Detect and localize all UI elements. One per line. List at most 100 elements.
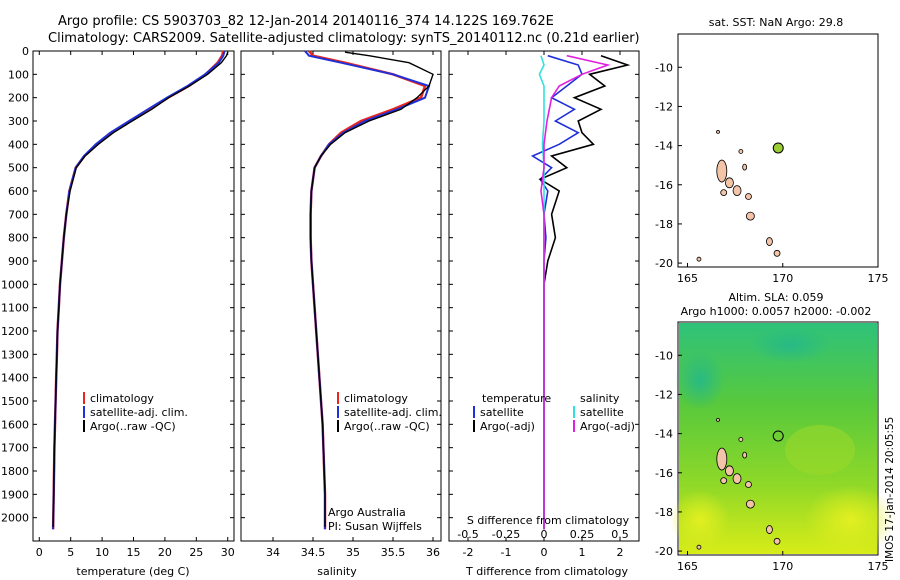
map-x-tick-label: 165 bbox=[677, 272, 698, 285]
map-sla-title: Altim. SLA: 0.059 bbox=[728, 291, 823, 304]
y-tick-label: 1800 bbox=[1, 465, 29, 478]
map-x-tick-label: 175 bbox=[868, 272, 889, 285]
legend-item: satellite-adj. clim. bbox=[90, 406, 188, 419]
y-tick-label: 300 bbox=[8, 115, 29, 128]
map-y-tick-label: -12 bbox=[655, 100, 673, 113]
y-tick-label: 1600 bbox=[1, 418, 29, 431]
legend-item: Argo(-adj) bbox=[580, 420, 635, 433]
x2-tick-label: 0.25 bbox=[570, 528, 595, 541]
x-tick-label: 2 bbox=[617, 546, 624, 559]
panel-temperature-frame bbox=[32, 50, 235, 542]
legend-item: satellite bbox=[580, 406, 624, 419]
legend-title-temperature: temperature bbox=[482, 392, 551, 405]
map-sla-subtitle: Argo h1000: 0.0057 h2000: -0.002 bbox=[681, 305, 872, 318]
x-axis-label-temperature: temperature (deg C) bbox=[76, 565, 189, 578]
map-sst-frame bbox=[677, 33, 879, 268]
sla-field bbox=[670, 323, 895, 555]
map-sla-frame bbox=[677, 321, 879, 556]
map-y-tick-label: -12 bbox=[655, 388, 673, 401]
x-tick-label: 34 bbox=[266, 546, 280, 559]
institution-note: Argo Australia bbox=[328, 506, 406, 519]
y-tick-label: 2000 bbox=[1, 512, 29, 525]
map-y-tick-label: -20 bbox=[655, 257, 673, 270]
x-tick-label: 34.5 bbox=[301, 546, 326, 559]
x-axis-label-t-difference: T difference from climatology bbox=[465, 565, 628, 578]
map-x-tick-label: 175 bbox=[868, 560, 889, 573]
y-tick-label: 0 bbox=[22, 45, 29, 58]
y-tick-label: 1500 bbox=[1, 395, 29, 408]
y-tick-label: 1700 bbox=[1, 442, 29, 455]
x2-tick-label: 0.5 bbox=[611, 528, 629, 541]
y-tick-label: 500 bbox=[8, 162, 29, 175]
legend-difference: temperature salinity satellite Argo(-adj… bbox=[473, 392, 635, 433]
island bbox=[745, 481, 752, 488]
x-tick-label: 1 bbox=[579, 546, 586, 559]
x-tick-label: 35 bbox=[346, 546, 360, 559]
series-line-temperature-satellite bbox=[530, 54, 583, 530]
y-tick-label: 1000 bbox=[1, 278, 29, 291]
island bbox=[773, 537, 781, 545]
x-tick-label: 0 bbox=[36, 546, 43, 559]
x2-tick-label: -0.25 bbox=[492, 528, 520, 541]
series-line-salinity-argo-adj- bbox=[540, 54, 611, 530]
x-tick-label: 36 bbox=[426, 546, 440, 559]
x-tick-label: 20 bbox=[158, 546, 172, 559]
panel-salinity-frame bbox=[240, 50, 442, 542]
island bbox=[732, 185, 742, 197]
map-y-tick-label: -10 bbox=[655, 349, 673, 362]
x2-tick-label: 0 bbox=[541, 528, 548, 541]
island bbox=[720, 477, 728, 484]
figure-title-line1: Argo profile: CS 5903703_82 12-Jan-2014 … bbox=[58, 14, 554, 29]
y-tick-label: 1900 bbox=[1, 488, 29, 501]
series-line-satellite-adj-clim- bbox=[52, 50, 226, 530]
map-y-tick-label: -14 bbox=[655, 428, 673, 441]
y-tick-label: 1200 bbox=[1, 325, 29, 338]
map-y-tick-label: -16 bbox=[655, 467, 673, 480]
map-x-tick-label: 165 bbox=[677, 560, 698, 573]
x-tick-label: 15 bbox=[127, 546, 141, 559]
island bbox=[745, 193, 752, 200]
legend-temperature: climatology satellite-adj. clim. Argo(..… bbox=[83, 392, 188, 433]
island bbox=[725, 465, 734, 477]
y-tick-label: 100 bbox=[8, 68, 29, 81]
figure-title-line2: Climatology: CARS2009. Satellite-adjuste… bbox=[48, 31, 640, 46]
y-tick-label: 900 bbox=[8, 255, 29, 268]
map-y-tick-label: -20 bbox=[655, 545, 673, 558]
x-tick-label: 10 bbox=[95, 546, 109, 559]
map-y-tick-label: -14 bbox=[655, 140, 673, 153]
island bbox=[696, 544, 702, 550]
x-tick-label: -1 bbox=[501, 546, 512, 559]
map-x-tick-label: 170 bbox=[772, 560, 793, 573]
island bbox=[732, 473, 742, 485]
series-line-argo-raw-qc- bbox=[309, 51, 434, 527]
map-y-tick-label: -18 bbox=[655, 506, 673, 519]
series-line-temperature-argo-adj- bbox=[538, 54, 631, 530]
island bbox=[742, 451, 748, 459]
island bbox=[696, 256, 702, 262]
y-tick-label: 200 bbox=[8, 92, 29, 105]
x-tick-label: 25 bbox=[189, 546, 203, 559]
map-x-tick-label: 170 bbox=[772, 272, 793, 285]
y-tick-label: 800 bbox=[8, 232, 29, 245]
legend-item: Argo(-adj) bbox=[480, 420, 535, 433]
island bbox=[742, 163, 748, 171]
island bbox=[725, 177, 734, 189]
y-tick-label: 400 bbox=[8, 138, 29, 151]
island bbox=[766, 525, 773, 534]
island bbox=[716, 417, 720, 422]
y-tick-label: 600 bbox=[8, 185, 29, 198]
island bbox=[766, 237, 773, 246]
legend-salinity: climatology satellite-adj. clim. Argo(..… bbox=[328, 392, 442, 533]
island bbox=[773, 249, 781, 257]
x2-tick-label: -0.5 bbox=[457, 528, 478, 541]
island bbox=[716, 447, 728, 471]
island bbox=[738, 149, 744, 154]
legend-title-salinity: salinity bbox=[580, 392, 620, 405]
legend-item: climatology bbox=[90, 392, 154, 405]
pi-note: PI: Susan Wijffels bbox=[328, 520, 422, 533]
island bbox=[716, 129, 720, 134]
x-axis-label-salinity: salinity bbox=[317, 565, 357, 578]
y-tick-label: 1100 bbox=[1, 302, 29, 315]
x-tick-label: 0 bbox=[541, 546, 548, 559]
island bbox=[716, 159, 728, 183]
